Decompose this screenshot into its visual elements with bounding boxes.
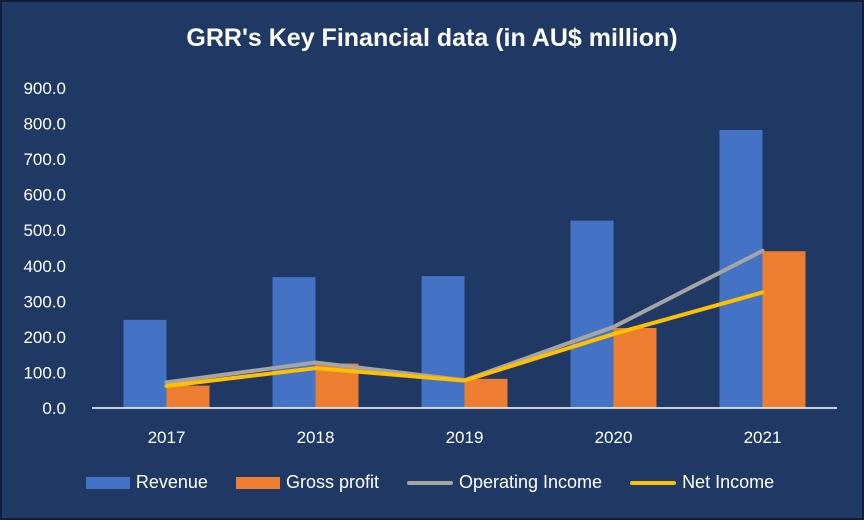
financial-chart: 0.0 100.0 200.0 300.0 400.0 500.0 600.0 700.0 80… xyxy=(23,79,837,447)
y-tick-label: 400.0 xyxy=(23,257,66,276)
y-axis: 0.0 100.0 200.0 300.0 400.0 500.0 600.0 700.0 80… xyxy=(23,79,66,418)
line-series xyxy=(164,248,765,388)
x-tick-label: 2017 xyxy=(148,428,186,447)
bar-revenue xyxy=(123,319,167,408)
bar-revenue xyxy=(421,276,465,408)
y-tick-label: 0.0 xyxy=(42,399,66,418)
line-net-income xyxy=(164,290,765,388)
bar-gross-profit xyxy=(464,378,508,408)
bar-gross-profit xyxy=(762,251,806,408)
legend-swatch-revenue xyxy=(85,476,130,489)
y-tick-label: 100.0 xyxy=(23,363,66,382)
y-tick-label: 500.0 xyxy=(23,221,66,240)
bar-gross-profit xyxy=(613,328,657,408)
y-tick-label: 900.0 xyxy=(23,79,66,98)
legend-item-revenue: Revenue xyxy=(85,472,208,493)
bar-revenue xyxy=(272,277,316,408)
y-tick-label: 800.0 xyxy=(23,115,66,134)
legend-label-revenue: Revenue xyxy=(135,472,208,492)
y-tick-label: 200.0 xyxy=(23,328,66,347)
legend-label-gross-profit: Gross profit xyxy=(285,472,379,492)
chart-title: GRR's Key Financial data (in AU$ million… xyxy=(186,24,678,52)
legend-swatch-operating-income xyxy=(406,480,453,485)
legend-swatch-gross-profit xyxy=(235,476,280,489)
x-axis: 2017 2018 2019 2020 2021 xyxy=(92,407,837,447)
y-tick-label: 700.0 xyxy=(23,150,66,169)
x-tick-label: 2018 xyxy=(297,428,335,447)
x-tick-label: 2019 xyxy=(446,428,484,447)
legend-item-gross-profit: Gross profit xyxy=(235,472,379,493)
legend-label-net-income: Net Income xyxy=(682,472,775,492)
bar-revenue xyxy=(570,220,614,408)
legend: Revenue Gross profit Operating Income Ne… xyxy=(0,472,860,493)
legend-label-operating-income: Operating Income xyxy=(458,472,603,492)
legend-item-net-income: Net Income xyxy=(630,472,774,493)
bar-gross-profit xyxy=(166,385,210,408)
y-tick-label: 600.0 xyxy=(23,186,66,205)
x-tick-label: 2021 xyxy=(744,428,782,447)
y-tick-label: 300.0 xyxy=(23,292,66,311)
legend-item-operating-income: Operating Income xyxy=(406,472,603,493)
legend-swatch-net-income xyxy=(630,480,677,485)
x-tick-label: 2020 xyxy=(595,428,633,447)
